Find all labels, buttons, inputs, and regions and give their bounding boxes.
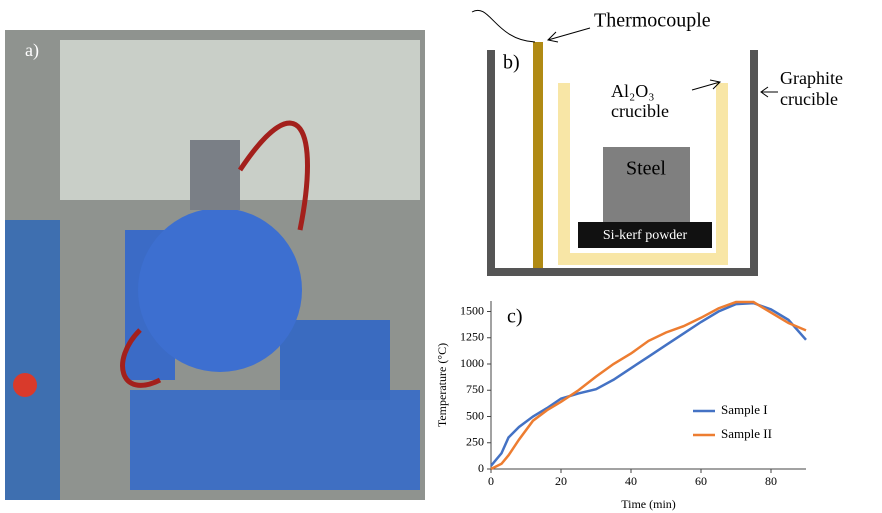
panel-label: a) <box>25 40 39 61</box>
x-tick-label: 60 <box>695 474 707 488</box>
series-line <box>491 303 806 466</box>
steel-label: Steel <box>626 158 666 180</box>
diagram: Thermocouple b) Al₂O₃ crucible Graphite … <box>472 10 843 276</box>
chamber <box>138 208 302 372</box>
series-line <box>491 302 806 469</box>
y-tick-label: 1500 <box>460 303 484 317</box>
valves <box>190 140 240 210</box>
base <box>130 390 420 490</box>
y-tick-label: 0 <box>478 461 484 475</box>
y-tick-label: 750 <box>466 382 484 396</box>
y-tick-label: 1250 <box>460 330 484 344</box>
graphite-label: crucible <box>780 89 838 109</box>
y-tick-label: 250 <box>466 435 484 449</box>
alumina-label: crucible <box>611 101 669 121</box>
arrow <box>548 28 590 42</box>
panel-label: c) <box>507 306 523 328</box>
x-tick-label: 0 <box>488 474 494 488</box>
y-tick-label: 1000 <box>460 356 484 370</box>
control-panel <box>280 320 390 400</box>
panel-label: b) <box>503 52 520 74</box>
y-axis-label: Temperature (°C) <box>435 343 449 427</box>
y-tick-label: 500 <box>466 408 484 422</box>
wire <box>472 10 535 42</box>
x-tick-label: 20 <box>555 474 567 488</box>
photo: a) <box>5 30 425 500</box>
figure: a) Thermocouple b) Al₂O₃ crucible Graphi… <box>0 0 882 513</box>
arrow <box>761 87 778 97</box>
thermocouple-label: Thermocouple <box>594 10 711 32</box>
x-tick-label: 80 <box>765 474 777 488</box>
chart: 0 20 40 60 80 0 250 500 750 1000 1250 1500 Time (min… <box>435 301 806 511</box>
legend-label: Sample I <box>721 402 768 417</box>
thermocouple-rod <box>533 42 543 268</box>
alumina-label: Al₂O₃ <box>611 81 655 101</box>
powder-label: Si-kerf powder <box>603 228 688 243</box>
legend-label: Sample II <box>721 426 772 441</box>
cabinet <box>5 220 60 500</box>
x-axis-label: Time (min) <box>621 497 676 511</box>
x-tick-label: 40 <box>625 474 637 488</box>
stop-button <box>13 373 37 397</box>
arrow <box>692 80 720 90</box>
graphite-label: Graphite <box>780 68 843 88</box>
